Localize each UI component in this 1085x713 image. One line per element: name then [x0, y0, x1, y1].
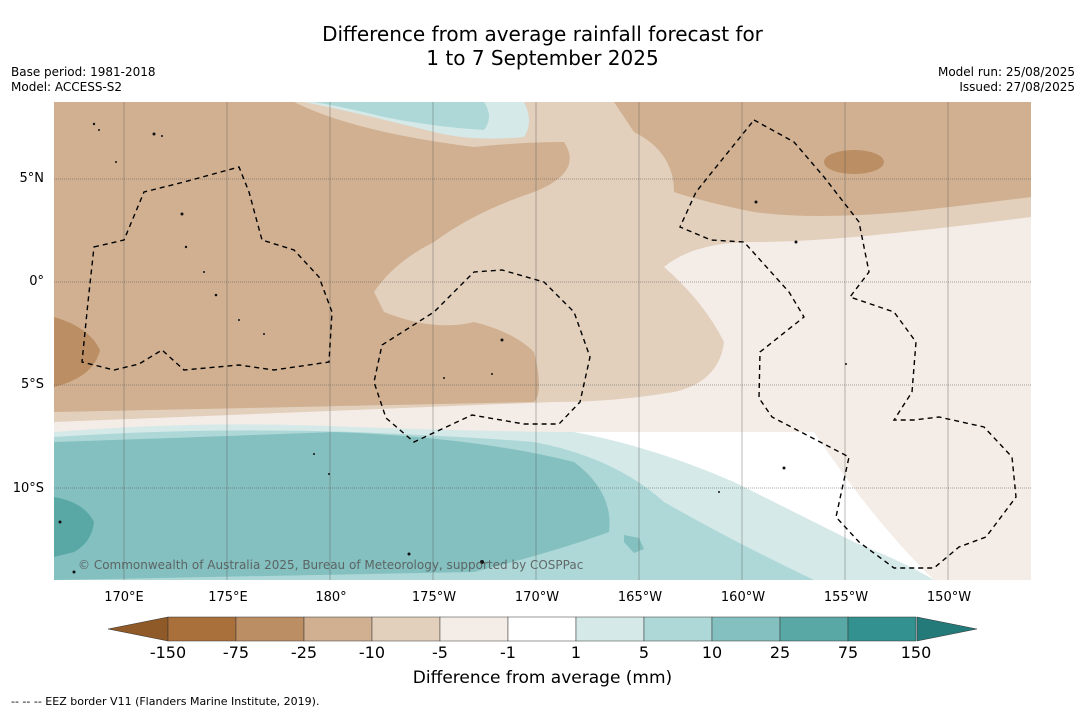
eez-borders [81, 119, 1017, 569]
lat-label-5n: 5°N [19, 171, 45, 186]
island [718, 491, 720, 493]
lon-label-180: 180° [315, 590, 347, 605]
eez-footnote: -- -- -- EEZ border V11 (Flanders Marine… [11, 695, 320, 708]
colorbar-tick: -1 [500, 643, 516, 662]
island [238, 319, 240, 321]
colorbar-under-arrow [108, 616, 169, 642]
base-period-text: Base period: 1981-2018 [11, 65, 156, 79]
island [500, 338, 504, 342]
colorbar-segment [371, 616, 441, 642]
graticule [54, 178, 1031, 489]
eez-border-east [679, 119, 1017, 569]
colorbar-tick: 75 [837, 643, 859, 662]
run-info: Model run: 25/08/2025 Issued: 27/08/2025 [938, 65, 1075, 95]
eez-border-tokelau [373, 269, 591, 443]
colorbar-tick: -150 [149, 643, 187, 662]
island [92, 122, 96, 126]
lat-label-10s: 10°S [12, 481, 44, 496]
island [184, 245, 188, 249]
colorbar [108, 616, 978, 642]
islands [58, 122, 847, 574]
map-canvas [54, 102, 1031, 580]
model-info: Base period: 1981-2018 Model: ACCESS-S2 [11, 65, 156, 95]
colorbar-tick: -5 [432, 643, 448, 662]
island [58, 520, 62, 524]
model-name-text: Model: ACCESS-S2 [11, 80, 123, 94]
map-title-line-1: Difference from average rainfall forecas… [322, 22, 763, 46]
colorbar-tick: 25 [769, 643, 791, 662]
lon-label-170e: 170°E [104, 590, 144, 605]
anomaly-zone-wet-south-moderate [54, 432, 610, 580]
colorbar-segment [847, 616, 917, 642]
issued-date-text: Issued: 27/08/2025 [959, 80, 1075, 94]
lon-label-175e: 175°E [208, 590, 248, 605]
map-title-line-2: 1 to 7 September 2025 [426, 46, 659, 70]
island [845, 363, 847, 365]
island [407, 552, 411, 556]
island [313, 453, 315, 455]
colorbar-segment [507, 616, 577, 642]
lat-label-equator: 0° [29, 274, 44, 289]
colorbar-tick: 10 [701, 643, 723, 662]
island [203, 271, 205, 273]
colorbar-segment [711, 616, 781, 642]
copyright-notice: © Commonwealth of Australia 2025, Bureau… [78, 558, 584, 572]
anomaly-zone-wet-north [314, 102, 489, 130]
colorbar-segment [167, 616, 237, 642]
island [115, 161, 117, 163]
island [794, 240, 798, 244]
island [491, 373, 493, 375]
anomaly-zone-dry-north-patch [824, 150, 884, 174]
colorbar-segments [167, 616, 917, 642]
lon-label-160w: 160°W [720, 590, 766, 605]
meridians [123, 102, 949, 580]
island [161, 135, 163, 137]
island [443, 377, 445, 379]
colorbar-tick: 5 [638, 643, 650, 662]
lon-label-165w: 165°W [617, 590, 663, 605]
island [754, 200, 758, 204]
island [152, 132, 156, 136]
colorbar-segment [643, 616, 713, 642]
colorbar-segment [235, 616, 305, 642]
island [214, 293, 218, 297]
colorbar-tick: 1 [570, 643, 582, 662]
lon-label-175w: 175°W [411, 590, 457, 605]
island [480, 560, 484, 564]
colorbar-segment [779, 616, 849, 642]
lat-label-5s: 5°S [20, 377, 44, 392]
colorbar-over-arrow [916, 616, 978, 642]
colorbar-tick: -25 [290, 643, 318, 662]
colorbar-label: Difference from average (mm) [412, 668, 673, 688]
lon-label-170w: 170°W [514, 590, 560, 605]
lon-label-155w: 155°W [823, 590, 869, 605]
lon-label-150w: 150°W [926, 590, 972, 605]
island [782, 466, 786, 470]
colorbar-segment [439, 616, 509, 642]
anomaly-zone-moderately-dry-west [54, 102, 570, 412]
colorbar-segment [303, 616, 373, 642]
anomaly-zone-moderately-dry-east [614, 102, 1031, 216]
colorbar-tick: -10 [358, 643, 386, 662]
anomaly-zone-dry-west-patch [54, 317, 100, 387]
eez-border-tuvalu [81, 166, 333, 371]
island [180, 212, 184, 216]
island [328, 473, 330, 475]
anomaly-zone-wet-south-heavy [54, 497, 94, 557]
map-title: Difference from average rainfall forecas… [0, 22, 1085, 70]
colorbar-tick: -75 [222, 643, 250, 662]
rainfall-anomaly-map [54, 102, 1031, 580]
model-run-text: Model run: 25/08/2025 [937, 65, 1075, 79]
colorbar-segment [575, 616, 645, 642]
colorbar-tick: 150 [900, 643, 932, 662]
island [72, 570, 76, 574]
island [98, 129, 100, 131]
island [263, 333, 265, 335]
